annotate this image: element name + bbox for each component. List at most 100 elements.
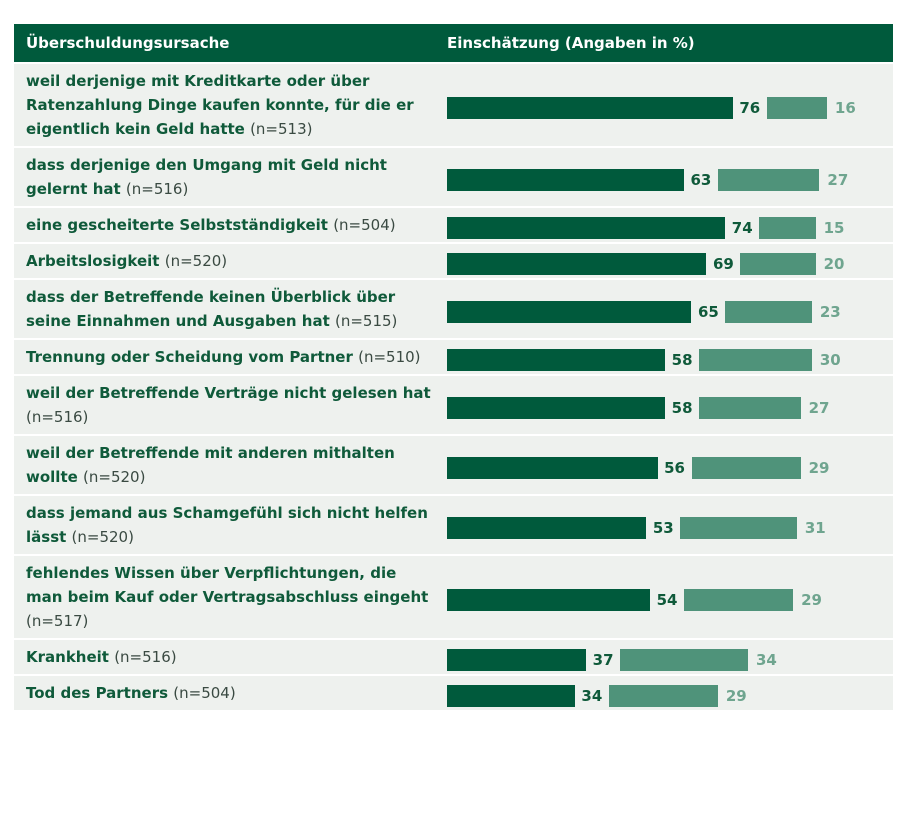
bar [759, 217, 816, 239]
value-label: 27 [827, 171, 849, 189]
value-label: 29 [808, 459, 830, 477]
sample-size: (n=513) [250, 120, 313, 138]
category-cell: dass derjenige den Umgang mit Geld nicht… [14, 148, 447, 206]
row: Trennung oder Scheidung vom Partner (n=5… [14, 338, 893, 374]
bar-cell: 74 15 [447, 211, 893, 239]
category-cell: weil derjenige mit Kreditkarte oder über… [14, 64, 447, 146]
value-label: 15 [823, 219, 845, 237]
category-label: weil der Betreffende mit anderen mithalt… [26, 444, 395, 486]
bar-cell: 58 27 [447, 391, 893, 419]
bar [691, 457, 801, 479]
category-label: dass der Betreffende keinen Überblick üb… [26, 288, 396, 330]
bar [447, 457, 658, 479]
bar-cell: 56 29 [447, 451, 893, 479]
category-cell: weil der Betreffende Verträge nicht gele… [14, 376, 447, 434]
category-cell: eine gescheiterte Selbstständigkeit (n=5… [14, 208, 447, 242]
category-label: Arbeitslosigkeit [26, 252, 160, 270]
rows: weil derjenige mit Kreditkarte oder über… [14, 62, 893, 710]
bar [699, 397, 801, 419]
sample-size: (n=504) [173, 684, 236, 702]
category-label: Krankheit [26, 648, 109, 666]
sample-size: (n=516) [125, 180, 189, 198]
sample-size: (n=516) [114, 648, 177, 666]
bar [447, 685, 575, 707]
bar-cell: 69 20 [447, 247, 893, 275]
value-label: 34 [581, 687, 603, 705]
bar [608, 685, 718, 707]
value-label: 29 [725, 687, 747, 705]
bar [447, 349, 666, 371]
value-label: 69 [713, 255, 734, 273]
sample-size: (n=517) [26, 612, 89, 630]
bar [447, 589, 651, 611]
bar-cell: 54 29 [447, 583, 893, 611]
bar [766, 97, 827, 119]
value-label: 16 [834, 99, 856, 117]
value-label: 23 [819, 303, 841, 321]
category-cell: weil der Betreffende mit anderen mithalt… [14, 436, 447, 494]
category-cell: Trennung oder Scheidung vom Partner (n=5… [14, 340, 447, 374]
value-label: 30 [819, 351, 841, 369]
bar [447, 649, 587, 671]
bar [447, 301, 692, 323]
bar [684, 589, 794, 611]
row: Krankheit (n=516) 37 34 [14, 638, 893, 674]
category-label: fehlendes Wissen über Verpflichtungen, d… [26, 564, 429, 606]
bar [725, 301, 812, 323]
bar [447, 169, 684, 191]
row: dass der Betreffende keinen Überblick üb… [14, 278, 893, 338]
row: weil der Betreffende mit anderen mithalt… [14, 434, 893, 494]
row: dass jemand aus Schamgefühl sich nicht h… [14, 494, 893, 554]
category-cell: dass der Betreffende keinen Überblick üb… [14, 280, 447, 338]
bar [447, 97, 733, 119]
value-label: 74 [731, 219, 753, 237]
bar [447, 517, 647, 539]
category-label: weil derjenige mit Kreditkarte oder über… [26, 72, 414, 138]
header-cell: Einschätzung (Angaben in %) [447, 34, 695, 52]
row: weil derjenige mit Kreditkarte oder über… [14, 62, 893, 146]
sample-size: (n=520) [83, 468, 146, 486]
bar [680, 517, 797, 539]
bar-cell: 76 16 [447, 91, 893, 119]
row: Arbeitslosigkeit (n=520) 69 20 [14, 242, 893, 278]
category-label: Tod des Partners [26, 684, 169, 702]
value-label: 53 [652, 519, 674, 537]
bar-cell: 58 30 [447, 343, 893, 371]
row: weil der Betreffende Verträge nicht gele… [14, 374, 893, 434]
value-label: 58 [671, 351, 693, 369]
chart: Überschuldungsursache Einschätzung (Anga… [14, 24, 893, 710]
value-label: 34 [755, 651, 777, 669]
row: fehlendes Wissen über Verpflichtungen, d… [14, 554, 893, 638]
bar-cell: 53 31 [447, 511, 893, 539]
sample-size: (n=516) [26, 408, 89, 426]
value-label: 54 [656, 591, 678, 609]
bar [699, 349, 812, 371]
category-label: dass jemand aus Schamgefühl sich nicht h… [26, 504, 428, 546]
header-cell: Überschuldungsursache [26, 34, 230, 52]
value-label: 65 [697, 303, 719, 321]
value-label: 37 [592, 651, 614, 669]
sample-size: (n=504) [333, 216, 396, 234]
value-label: 27 [808, 399, 830, 417]
sample-size: (n=520) [71, 528, 134, 546]
category-cell: fehlendes Wissen über Verpflichtungen, d… [14, 556, 447, 638]
category-cell: Arbeitslosigkeit (n=520) [14, 244, 447, 278]
value-label: 63 [690, 171, 712, 189]
value-label: 31 [804, 519, 826, 537]
bar [447, 253, 707, 275]
value-label: 76 [739, 99, 761, 117]
bar-cell: 37 34 [447, 643, 893, 671]
category-cell: dass jemand aus Schamgefühl sich nicht h… [14, 496, 447, 554]
sample-size: (n=515) [334, 312, 398, 330]
header: Überschuldungsursache Einschätzung (Anga… [14, 24, 893, 62]
value-label: 56 [664, 459, 685, 477]
bar [740, 253, 816, 275]
row: eine gescheiterte Selbstständigkeit (n=5… [14, 206, 893, 242]
category-cell: Tod des Partners (n=504) [14, 676, 447, 710]
row: dass derjenige den Umgang mit Geld nicht… [14, 146, 893, 206]
category-label: Trennung oder Scheidung vom Partner [26, 348, 353, 366]
bar-cell: 34 29 [447, 679, 893, 707]
bar-cell: 65 23 [447, 295, 893, 323]
category-label: dass derjenige den Umgang mit Geld nicht… [26, 156, 387, 198]
row: Tod des Partners (n=504) 34 29 [14, 674, 893, 710]
